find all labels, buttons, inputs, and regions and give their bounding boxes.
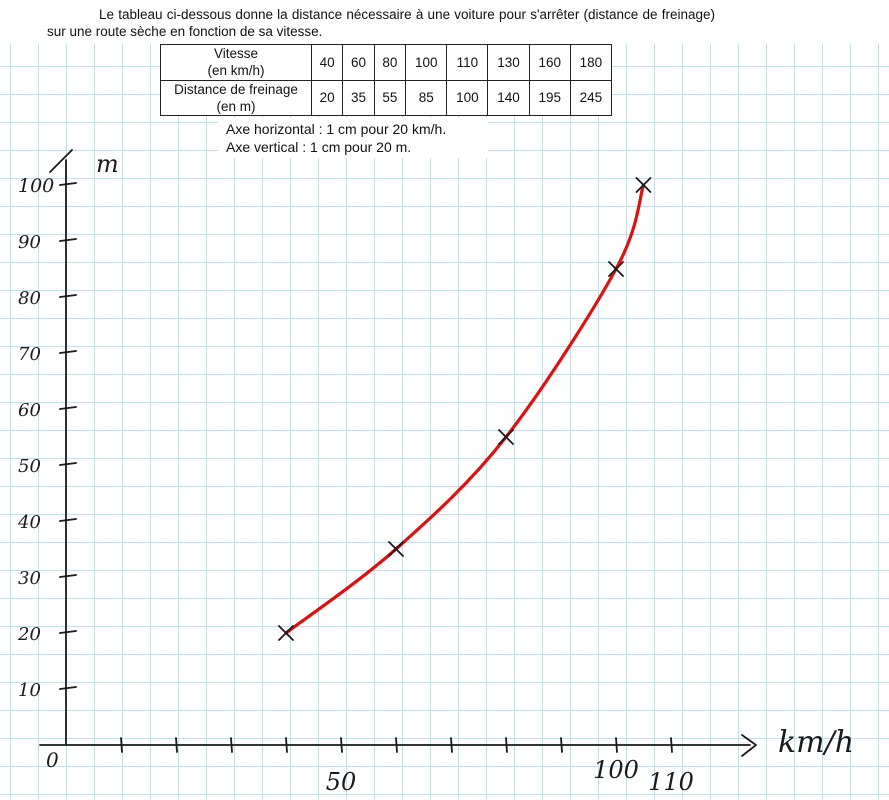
series-line [284,183,646,635]
intro-text: Le tableau ci-dessous donne la distance … [47,7,715,39]
y-tick-mark [59,462,77,466]
distance-unit: (en m) [216,98,256,114]
y-ticks: 10 20 30 40 50 60 70 80 90 100 [17,175,77,701]
table-cell: 55 [373,79,407,116]
data-point-cross [635,177,652,193]
y-tick-label: 10 [18,680,41,701]
y-tick-label: 70 [18,344,41,365]
y-tick-label: 20 [17,624,41,645]
intro-block: Le tableau ci-dessous donne la distance … [0,0,889,44]
x-ticks: 50 100 110 [120,737,694,796]
distance-header-cell: Distance de freinage (en m) [160,79,312,116]
data-point-cross [388,541,404,557]
x-tick-label: 50 [326,768,357,796]
axes-scale-note: Axe horizontal : 1 cm pour 20 km/h. Axe … [218,118,488,158]
vertical-axis-note: Axe vertical : 1 cm pour 20 m. [226,139,412,155]
x-tick-mark [450,737,453,753]
x-tick-mark [175,737,178,753]
table-cell: 100 [446,79,489,116]
origin-label: 0 [46,748,59,772]
table-row-distance: Distance de freinage (en m) 20 35 55 85 … [160,79,613,116]
table-cell: 195 [528,79,571,116]
y-tick-mark [59,350,77,354]
distance-label: Distance de freinage [174,81,298,97]
y-axis-unit-label: m [96,150,119,178]
table-cell: 60 [342,44,375,81]
x-tick-mark [230,737,233,753]
x-tick-label: 110 [648,768,694,796]
x-tick-mark [505,737,508,753]
data-point-cross [278,625,294,641]
table-cell: 100 [405,44,448,81]
y-tick-mark [59,574,77,578]
axes [39,149,757,757]
data-point-cross [608,261,624,277]
y-tick-label: 50 [18,456,41,477]
x-axis-arrow [741,734,757,757]
x-tick-mark [560,737,563,753]
y-tick-mark [59,182,77,186]
x-tick-mark [670,737,673,753]
x-tick-mark [340,737,343,753]
table-cell: 85 [405,79,448,116]
series [278,177,652,641]
table-row-speed: Vitesse (en km/h) 40 60 80 100 110 130 1… [160,44,613,81]
table-cell: 80 [373,44,407,81]
y-tick-label: 90 [18,232,41,253]
x-tick-mark [395,737,398,753]
y-tick-mark [59,294,77,298]
table-cell: 35 [342,79,375,116]
y-axis-arrow [49,149,73,173]
table-cell: 20 [310,79,344,116]
x-tick-label: 100 [593,756,639,784]
data-table: Vitesse (en km/h) 40 60 80 100 110 130 1… [160,44,613,116]
y-tick-mark [59,406,77,410]
speed-label: Vitesse [213,46,259,62]
x-tick-mark [615,737,618,753]
y-tick-label: 60 [18,400,41,421]
y-tick-label: 80 [18,288,41,309]
table-cell: 245 [569,79,613,116]
x-axis-unit-label: km/h [778,725,854,760]
y-tick-mark [59,518,77,522]
x-tick-mark [285,737,288,753]
data-point-cross [498,429,514,445]
y-tick-mark [59,630,77,634]
x-tick-mark [120,737,123,753]
y-tick-label: 100 [18,175,54,197]
y-tick-label: 40 [17,512,41,533]
table-cell: 160 [528,44,571,81]
y-tick-label: 30 [18,568,41,589]
y-tick-mark [59,686,77,690]
horizontal-axis-note: Axe horizontal : 1 cm pour 20 km/h. [226,121,447,137]
y-tick-mark [59,238,77,242]
speed-unit: (en km/h) [207,63,265,79]
table-cell: 110 [446,44,489,81]
